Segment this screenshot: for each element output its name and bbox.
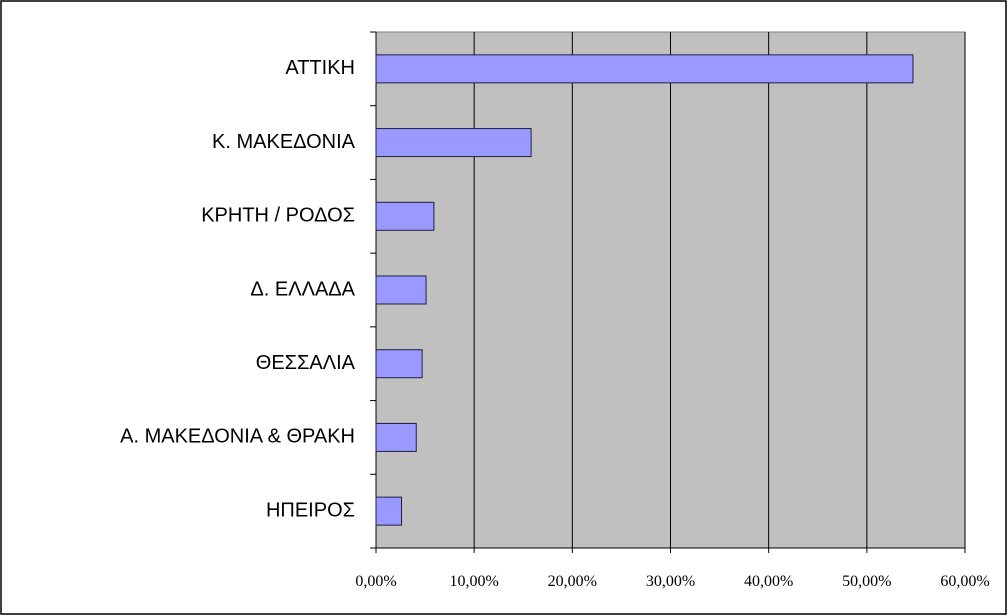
category-label: Κ. ΜΑΚΕΔΟΝΙΑ xyxy=(212,131,356,153)
bar xyxy=(375,496,403,526)
x-tick-label: 20,00% xyxy=(548,573,597,590)
bar xyxy=(375,349,423,379)
category-label: ΗΠΕΙΡΟΣ xyxy=(266,499,355,521)
x-tick-label: 60,00% xyxy=(940,573,989,590)
bar xyxy=(375,54,914,84)
category-label: ΚΡΗΤΗ / ΡΟΔΟΣ xyxy=(201,205,355,227)
x-tick-label: 10,00% xyxy=(450,573,499,590)
category-label: ΘΕΣΣΑΛΙΑ xyxy=(256,352,356,374)
category-label: Α. ΜΑΚΕΔΟΝΙΑ & ΘΡΑΚΗ xyxy=(120,426,355,448)
category-label: ΑΤΤΙΚΗ xyxy=(285,57,355,79)
x-tick-label: 0,00% xyxy=(355,573,396,590)
bar xyxy=(375,201,435,231)
x-tick-label: 40,00% xyxy=(744,573,793,590)
bar xyxy=(375,128,532,158)
x-tick-label: 30,00% xyxy=(646,573,695,590)
x-tick-label: 50,00% xyxy=(842,573,891,590)
bar xyxy=(375,422,417,452)
category-label: Δ. ΕΛΛΑΔΑ xyxy=(250,278,355,300)
bar xyxy=(375,275,427,305)
